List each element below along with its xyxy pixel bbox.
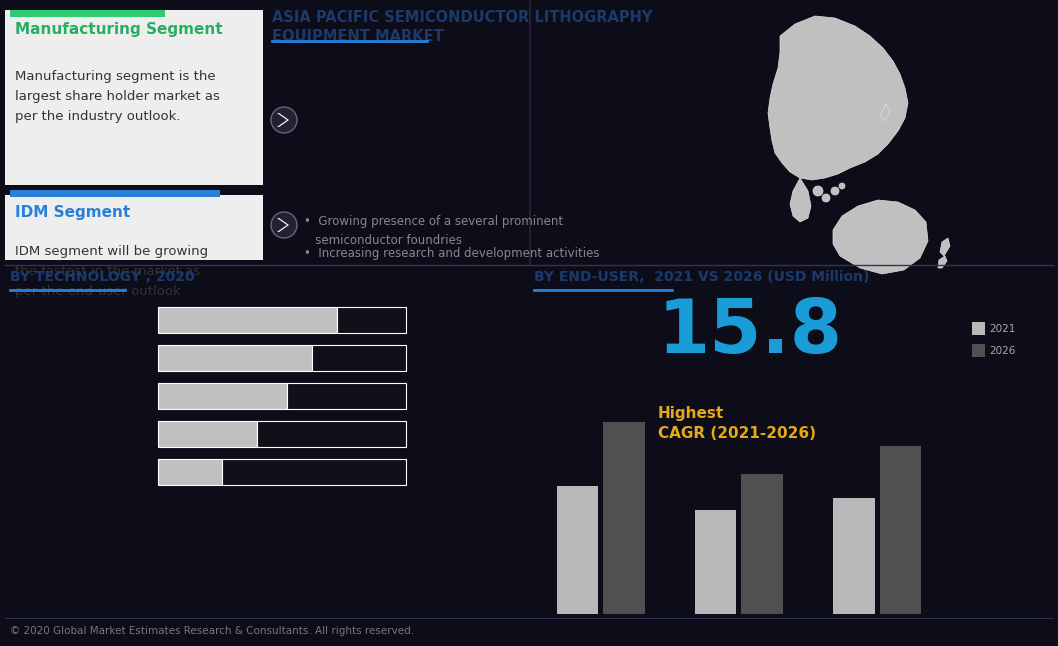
Circle shape (813, 186, 823, 196)
FancyBboxPatch shape (834, 498, 875, 614)
Text: BY END-USER,  2021 VS 2026 (USD Million): BY END-USER, 2021 VS 2026 (USD Million) (534, 270, 870, 284)
Circle shape (839, 183, 845, 189)
Text: IDM Segment: IDM Segment (15, 205, 130, 220)
Text: 2021: 2021 (989, 324, 1016, 334)
FancyBboxPatch shape (972, 322, 985, 335)
FancyBboxPatch shape (972, 344, 985, 357)
FancyBboxPatch shape (158, 421, 257, 447)
FancyBboxPatch shape (10, 190, 220, 197)
Text: BY TECHNOLOGY , 2020: BY TECHNOLOGY , 2020 (10, 270, 195, 284)
Text: ASIA PACIFIC SEMICONDUCTOR LITHOGRAPHY: ASIA PACIFIC SEMICONDUCTOR LITHOGRAPHY (272, 10, 653, 25)
FancyBboxPatch shape (742, 474, 783, 614)
FancyBboxPatch shape (158, 307, 336, 333)
Polygon shape (277, 218, 289, 232)
FancyBboxPatch shape (5, 195, 263, 260)
Text: •  Growing presence of a several prominent
   semiconductor foundries: • Growing presence of a several prominen… (304, 215, 563, 247)
Text: 15.8: 15.8 (658, 296, 843, 369)
FancyBboxPatch shape (10, 10, 165, 17)
Polygon shape (277, 113, 289, 127)
FancyBboxPatch shape (257, 421, 406, 447)
Text: Manufacturing Segment: Manufacturing Segment (15, 22, 222, 37)
Polygon shape (938, 256, 947, 268)
FancyBboxPatch shape (158, 383, 287, 409)
FancyBboxPatch shape (5, 10, 263, 185)
Text: Manufacturing segment is the
largest share holder market as
per the industry out: Manufacturing segment is the largest sha… (15, 70, 220, 123)
Text: CAGR (2021-2026): CAGR (2021-2026) (658, 426, 816, 441)
FancyBboxPatch shape (603, 422, 644, 614)
FancyBboxPatch shape (880, 446, 922, 614)
Polygon shape (790, 178, 811, 222)
Circle shape (831, 187, 839, 195)
FancyBboxPatch shape (695, 510, 736, 614)
Text: © 2020 Global Market Estimates Research & Consultants. All rights reserved.: © 2020 Global Market Estimates Research … (10, 626, 414, 636)
FancyBboxPatch shape (222, 459, 406, 485)
Circle shape (271, 107, 297, 133)
FancyBboxPatch shape (158, 345, 312, 371)
Polygon shape (880, 104, 890, 121)
Circle shape (271, 212, 297, 238)
FancyBboxPatch shape (158, 459, 222, 485)
Text: EQUIPMENT MARKET: EQUIPMENT MARKET (272, 29, 443, 44)
Text: •  Increasing research and development activities: • Increasing research and development ac… (304, 247, 600, 260)
Polygon shape (833, 200, 928, 274)
Circle shape (822, 194, 829, 202)
Polygon shape (940, 238, 950, 256)
Text: 2026: 2026 (989, 346, 1016, 356)
Polygon shape (768, 16, 908, 180)
Text: Highest: Highest (658, 406, 725, 421)
FancyBboxPatch shape (287, 383, 406, 409)
Text: IDM segment will be growing
the fastest in the market as
per the end-user outloo: IDM segment will be growing the fastest … (15, 245, 208, 298)
FancyBboxPatch shape (336, 307, 406, 333)
FancyBboxPatch shape (312, 345, 406, 371)
FancyBboxPatch shape (557, 486, 598, 614)
